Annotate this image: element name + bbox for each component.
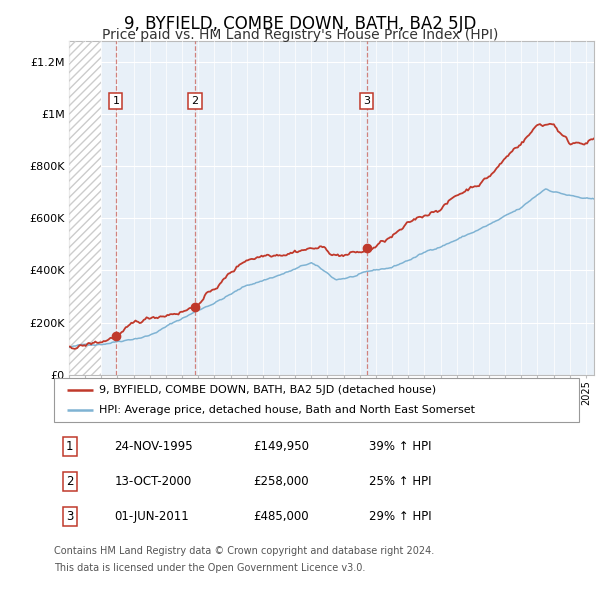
Text: 3: 3 (363, 96, 370, 106)
FancyBboxPatch shape (54, 378, 579, 422)
Text: £149,950: £149,950 (254, 440, 310, 453)
Text: HPI: Average price, detached house, Bath and North East Somerset: HPI: Average price, detached house, Bath… (98, 405, 475, 415)
Bar (69, 41, 101, 375)
Bar (69, 41, 101, 375)
Text: Price paid vs. HM Land Registry's House Price Index (HPI): Price paid vs. HM Land Registry's House … (102, 28, 498, 42)
Text: Contains HM Land Registry data © Crown copyright and database right 2024.: Contains HM Land Registry data © Crown c… (54, 546, 434, 556)
Text: 24-NOV-1995: 24-NOV-1995 (115, 440, 193, 453)
Text: This data is licensed under the Open Government Licence v3.0.: This data is licensed under the Open Gov… (54, 563, 365, 573)
Text: £258,000: £258,000 (254, 475, 309, 488)
Text: 9, BYFIELD, COMBE DOWN, BATH, BA2 5JD: 9, BYFIELD, COMBE DOWN, BATH, BA2 5JD (124, 15, 476, 33)
Text: 3: 3 (66, 510, 73, 523)
Text: 2: 2 (191, 96, 199, 106)
Text: 1: 1 (66, 440, 74, 453)
Text: 13-OCT-2000: 13-OCT-2000 (115, 475, 191, 488)
Text: 39% ↑ HPI: 39% ↑ HPI (369, 440, 431, 453)
Text: 9, BYFIELD, COMBE DOWN, BATH, BA2 5JD (detached house): 9, BYFIELD, COMBE DOWN, BATH, BA2 5JD (d… (98, 385, 436, 395)
Text: £485,000: £485,000 (254, 510, 309, 523)
Text: 01-JUN-2011: 01-JUN-2011 (115, 510, 189, 523)
Text: 1: 1 (112, 96, 119, 106)
Text: 2: 2 (66, 475, 74, 488)
Text: 25% ↑ HPI: 25% ↑ HPI (369, 475, 431, 488)
Text: 29% ↑ HPI: 29% ↑ HPI (369, 510, 431, 523)
